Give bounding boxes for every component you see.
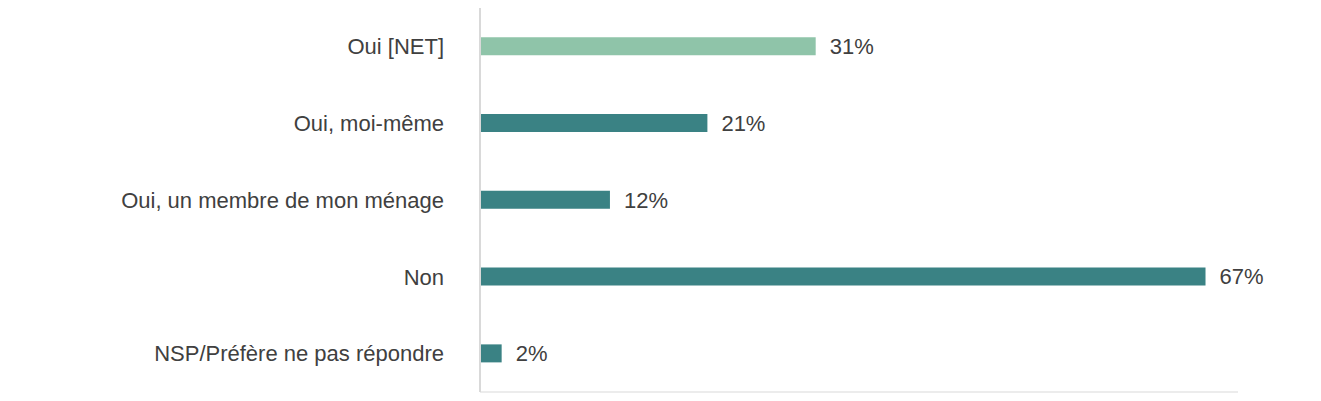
svg-text:31%: 31%	[830, 34, 874, 59]
svg-text:Oui [NET]: Oui [NET]	[347, 34, 444, 59]
svg-text:67%: 67%	[1220, 264, 1264, 289]
svg-text:NSP/Préfère ne pas répondre: NSP/Préfère ne pas répondre	[154, 341, 444, 366]
svg-text:2%: 2%	[516, 341, 548, 366]
svg-text:Non: Non	[404, 265, 444, 290]
svg-text:Oui, un membre de mon ménage: Oui, un membre de mon ménage	[121, 188, 444, 213]
svg-text:21%: 21%	[721, 111, 765, 136]
svg-text:Oui, moi-même: Oui, moi-même	[294, 111, 444, 136]
svg-text:12%: 12%	[624, 188, 668, 213]
